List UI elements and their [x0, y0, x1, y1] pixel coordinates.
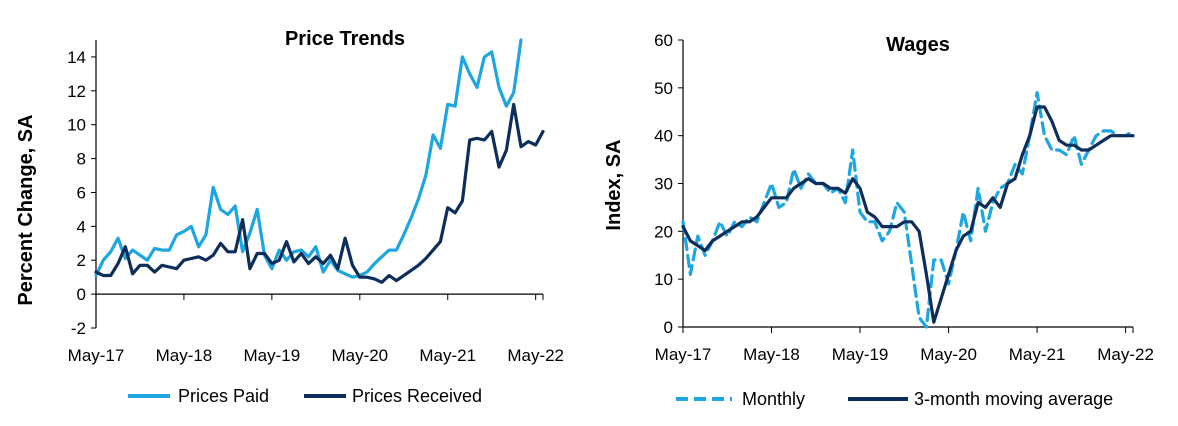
wages-series [681, 90, 1135, 329]
wages-y-axis-label: Index, SA [603, 139, 625, 230]
price-trends-axes: -2 0 2 4 6 8 10 12 14 May-17 May-18 May-19 May-20 May… [67, 40, 564, 365]
wages-x-tick-label: May-22 [1097, 345, 1154, 364]
price-trends-x-tick-label: May-20 [331, 346, 388, 365]
wages-series-3-month-moving-average [681, 105, 1135, 324]
price-trends-y-tick-label: 10 [67, 116, 86, 135]
wages-x-tick-label: May-20 [920, 345, 977, 364]
wages-y-tick-label: 30 [654, 175, 673, 194]
wages-y-tick-label: 20 [654, 222, 673, 241]
price-trends-legend: Prices Paid Prices Received [128, 386, 482, 406]
wages-chart: Wages Index, SA 0 10 20 30 40 50 60 May-17 May-1… [603, 31, 1154, 409]
price-trends-y-tick-label: 4 [77, 217, 86, 236]
price-trends-x-tick-label: May-18 [156, 346, 213, 365]
legend-label-3-month-moving-average: 3-month moving average [914, 389, 1113, 409]
wages-x-tick-label: May-19 [832, 345, 889, 364]
wages-x-tick-label: May-18 [743, 345, 800, 364]
price-trends-y-axis-label: Percent Change, SA [15, 114, 37, 305]
legend-label-monthly: Monthly [742, 389, 805, 409]
price-trends-y-tick-label: 12 [67, 82, 86, 101]
legend-label-prices-received: Prices Received [352, 386, 482, 406]
wages-axes: 0 10 20 30 40 50 60 May-17 May-18 May-19 May-20 May… [654, 31, 1154, 364]
legend-label-prices-paid: Prices Paid [178, 386, 269, 406]
wages-y-tick-label: 50 [654, 79, 673, 98]
price-trends-y-tick-label: 8 [77, 150, 86, 169]
price-trends-chart: Price Trends Percent Change, SA -2 0 2 4 6 8 1… [15, 28, 564, 406]
price-trends-title: Price Trends [285, 28, 405, 50]
price-trends-x-tick-label: May-22 [507, 346, 564, 365]
wages-y-tick-label: 40 [654, 127, 673, 146]
price-trends-x-tick-label: May-17 [68, 346, 125, 365]
wages-title: Wages [886, 34, 950, 56]
price-trends-y-tick-label: 6 [77, 183, 86, 202]
wages-x-tick-label: May-21 [1009, 345, 1066, 364]
price-trends-series [94, 38, 545, 284]
price-trends-y-tick-label: 14 [67, 48, 86, 67]
price-trends-x-tick-label: May-19 [244, 346, 301, 365]
wages-y-tick-label: 10 [654, 270, 673, 289]
price-trends-y-tick-label: -2 [71, 319, 86, 338]
price-trends-series-prices-received [94, 102, 545, 284]
wages-x-tick-label: May-17 [655, 345, 712, 364]
wages-y-tick-label: 60 [654, 31, 673, 50]
price-trends-x-tick-label: May-21 [419, 346, 476, 365]
price-trends-y-tick-label: 2 [77, 251, 86, 270]
wages-series-monthly [681, 90, 1135, 329]
wages-y-tick-label: 0 [664, 318, 673, 337]
price-trends-series-prices-paid [94, 38, 523, 279]
wages-legend: Monthly 3-month moving average [676, 389, 1113, 409]
price-trends-y-tick-label: 0 [77, 285, 86, 304]
